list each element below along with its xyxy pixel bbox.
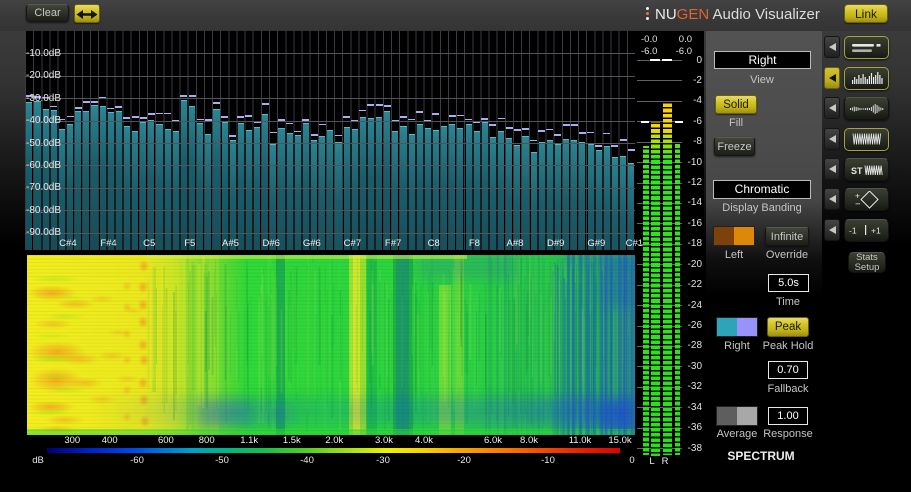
svg-text:+: +: [855, 191, 860, 201]
svg-text:+1: +1: [871, 226, 881, 236]
svg-text:-1: -1: [849, 226, 857, 236]
svg-text:ST: ST: [851, 166, 863, 176]
svg-text:−: −: [855, 199, 861, 209]
